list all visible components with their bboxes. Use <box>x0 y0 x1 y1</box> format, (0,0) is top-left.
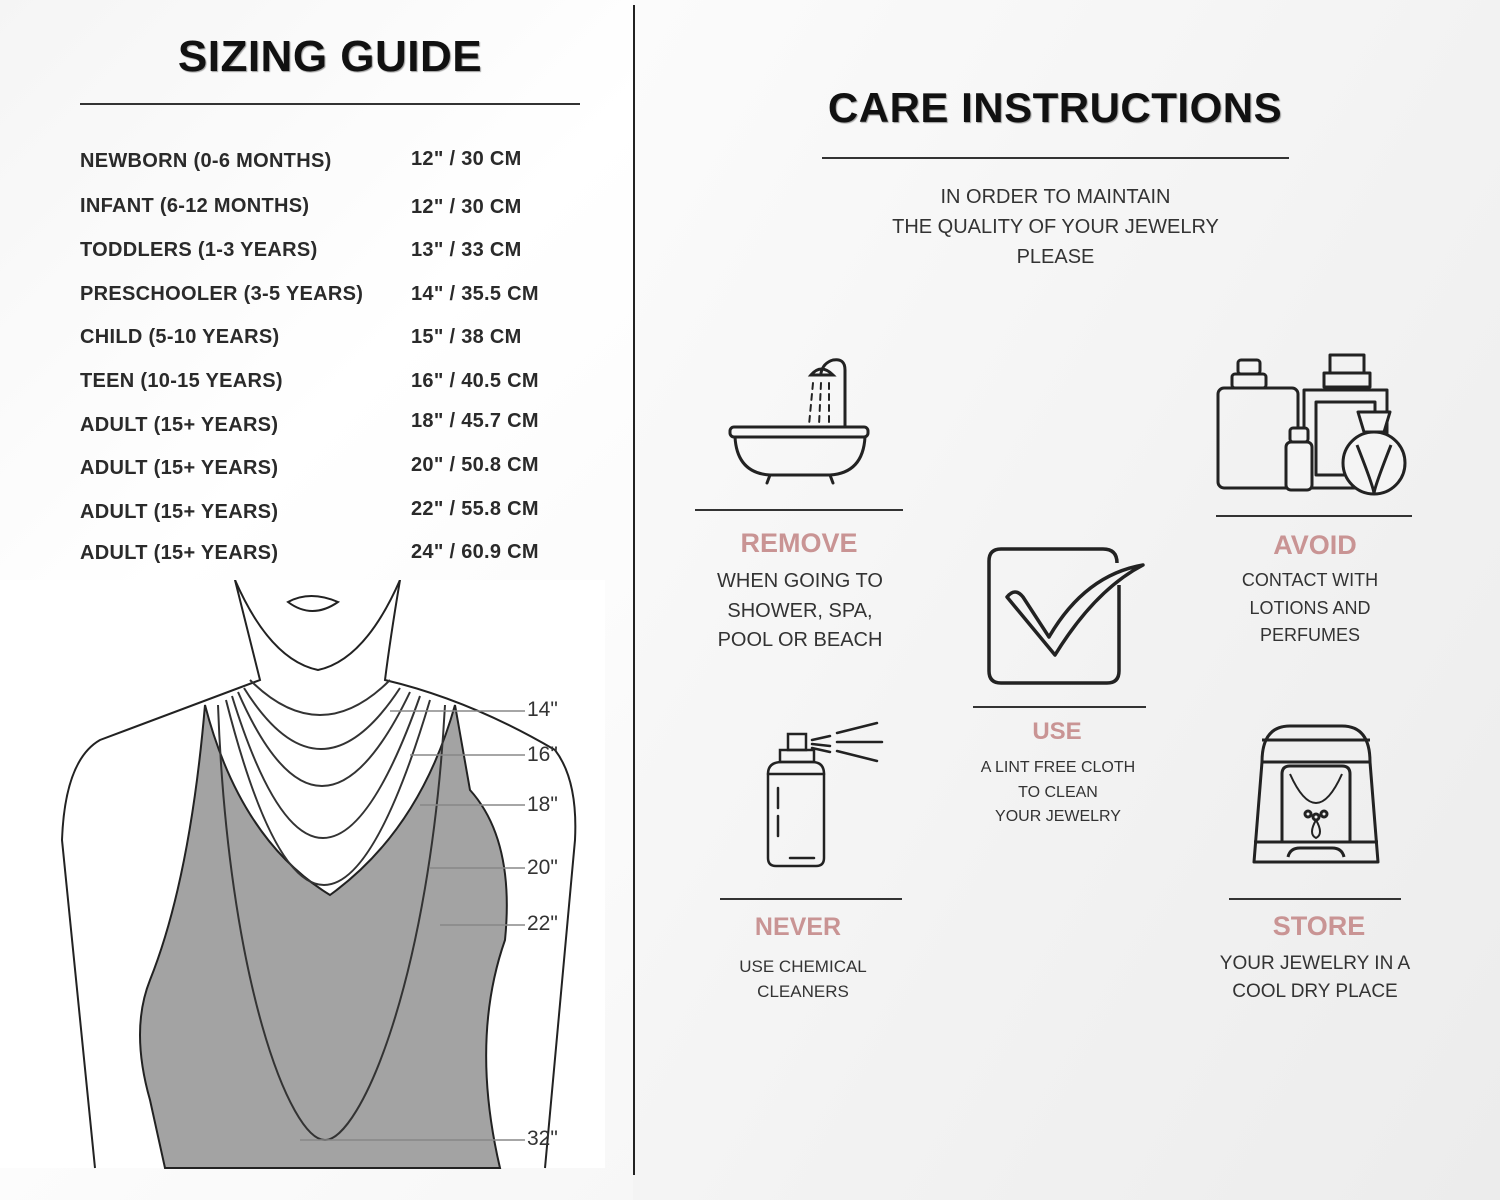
never-text: USE CHEMICAL CLEANERS <box>739 954 867 1004</box>
size-value: 14" / 35.5 CM <box>411 283 539 305</box>
perfume-bottles-icon <box>1216 353 1407 496</box>
size-value: 16" / 40.5 CM <box>411 370 539 392</box>
size-label: TEEN (10-15 YEARS) <box>80 370 283 392</box>
size-value: 18" / 45.7 CM <box>411 410 539 432</box>
title-rule <box>80 103 580 105</box>
size-value: 22" / 55.8 CM <box>411 498 539 520</box>
remove-line: WHEN GOING TO <box>717 570 883 592</box>
remove-rule <box>695 509 903 511</box>
size-label: ADULT (15+ YEARS) <box>80 457 279 479</box>
size-label: TODDLERS (1-3 YEARS) <box>80 239 318 261</box>
store-line: YOUR JEWELRY IN A <box>1219 953 1411 974</box>
size-value: 13" / 33 CM <box>411 239 522 261</box>
size-label: CHILD (5-10 YEARS) <box>80 326 280 348</box>
care-intro: IN ORDER TO MAINTAIN THE QUALITY OF YOUR… <box>822 182 1289 272</box>
avoid-rule <box>1216 515 1412 517</box>
care-instructions-title: CARE INSTRUCTIONS <box>827 84 1283 131</box>
intro-line: PLEASE <box>1016 246 1095 268</box>
size-value: 15" / 38 CM <box>411 326 522 348</box>
use-heading: USE <box>1032 718 1082 745</box>
size-value: 20" / 50.8 CM <box>411 454 539 476</box>
necklace-length-figure <box>0 580 605 1169</box>
length-label-16: 16" <box>527 743 558 766</box>
checkbox-icon <box>987 547 1145 685</box>
length-label-18: 18" <box>527 793 558 816</box>
sizing-guide-title: SIZING GUIDE <box>177 32 483 81</box>
store-text: YOUR JEWELRY IN A COOL DRY PLACE <box>1220 950 1410 1006</box>
intro-line: THE QUALITY OF YOUR JEWELRY <box>892 216 1219 238</box>
bathtub-icon <box>728 358 870 485</box>
panel-divider <box>633 5 635 1175</box>
size-value: 12" / 30 CM <box>411 148 522 170</box>
use-line: A LINT FREE CLOTH <box>980 759 1136 776</box>
size-value: 24" / 60.9 CM <box>411 541 539 563</box>
store-rule <box>1229 898 1401 900</box>
size-label: ADULT (15+ YEARS) <box>80 414 279 436</box>
remove-line: POOL OR BEACH <box>717 629 883 651</box>
avoid-line: CONTACT WITH <box>1241 570 1379 590</box>
never-line: USE CHEMICAL <box>739 957 867 976</box>
avoid-text: CONTACT WITH LOTIONS AND PERFUMES <box>1242 567 1378 650</box>
use-rule <box>973 706 1146 708</box>
remove-line: SHOWER, SPA, <box>727 599 873 622</box>
length-label-32: 32" <box>527 1127 558 1150</box>
title-rule <box>822 157 1289 159</box>
size-label: NEWBORN (0-6 MONTHS) <box>80 150 332 172</box>
size-label: PRESCHOOLER (3-5 YEARS) <box>80 283 364 305</box>
intro-line: IN ORDER TO MAINTAIN <box>940 186 1171 208</box>
store-heading: STORE <box>1272 911 1366 941</box>
avoid-line: LOTIONS AND <box>1249 597 1371 618</box>
jewelry-box-icon <box>1252 724 1380 864</box>
use-text: A LINT FREE CLOTH TO CLEAN YOUR JEWELRY <box>981 756 1135 830</box>
length-label-14: 14" <box>527 698 558 721</box>
size-label: ADULT (15+ YEARS) <box>80 501 279 523</box>
avoid-heading: AVOID <box>1273 530 1357 560</box>
length-label-22: 22" <box>527 912 558 935</box>
size-value: 12" / 30 CM <box>411 196 522 218</box>
never-line: CLEANERS <box>757 982 849 1001</box>
avoid-line: PERFUMES <box>1259 625 1361 645</box>
never-rule <box>720 898 902 900</box>
remove-heading: REMOVE <box>740 528 858 558</box>
use-line: TO CLEAN <box>1018 783 1098 801</box>
remove-text: WHEN GOING TO SHOWER, SPA, POOL OR BEACH <box>717 567 883 656</box>
spray-bottle-icon <box>766 721 884 868</box>
never-heading: NEVER <box>754 913 842 941</box>
length-label-20: 20" <box>527 856 558 879</box>
size-label: ADULT (15+ YEARS) <box>80 542 279 564</box>
size-label: INFANT (6-12 MONTHS) <box>80 195 310 217</box>
store-line: COOL DRY PLACE <box>1232 981 1398 1002</box>
use-line: YOUR JEWELRY <box>995 808 1121 825</box>
